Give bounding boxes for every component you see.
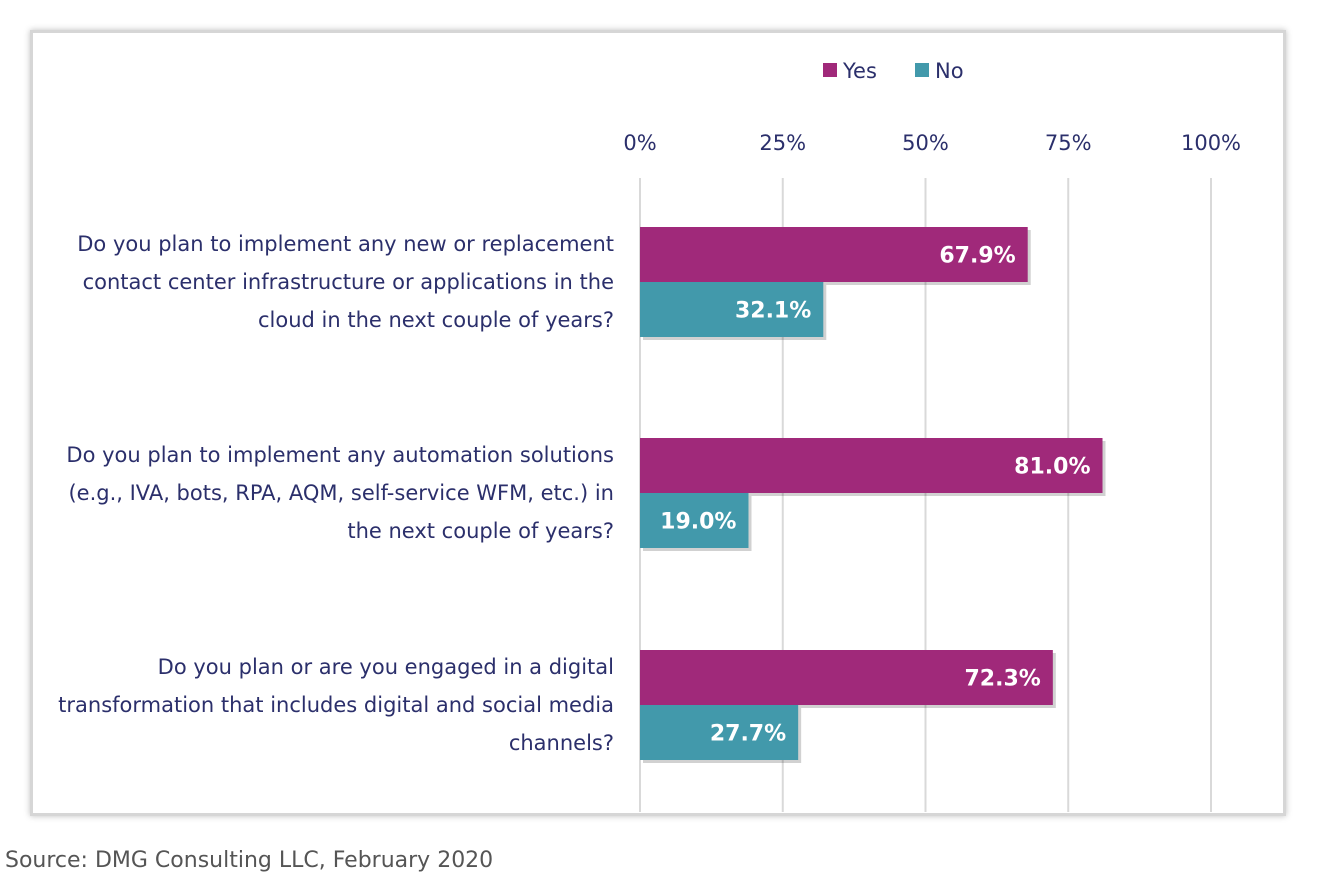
source-note: Source: DMG Consulting LLC, February 202… <box>5 848 494 873</box>
category-label: transformation that includes digital and… <box>58 693 614 717</box>
x-axis-ticks: 0% 25% 50% 75% 100% <box>623 131 1241 155</box>
bar-no <box>640 705 799 760</box>
data-label: 19.0% <box>660 510 736 535</box>
tick-label: 50% <box>902 131 949 155</box>
tick-label: 0% <box>623 131 656 155</box>
bars: 67.9% 32.1% 81.0% 19.0% 72.3% 27.7% <box>640 227 1106 763</box>
data-label: 67.9% <box>939 244 1015 269</box>
bar-yes <box>640 227 1028 282</box>
bar-no <box>640 282 824 337</box>
bar-yes <box>640 650 1053 705</box>
legend-swatch <box>915 63 929 77</box>
data-label: 32.1% <box>735 299 811 324</box>
tick-label: 75% <box>1045 131 1092 155</box>
category-label: (e.g., IVA, bots, RPA, AQM, self-service… <box>68 481 614 505</box>
category-label: contact center infrastructure or applica… <box>83 270 614 294</box>
category-label: cloud in the next couple of years? <box>258 308 614 332</box>
category-label: Do you plan or are you engaged in a digi… <box>158 655 614 679</box>
tick-label: 100% <box>1181 131 1241 155</box>
data-label: 27.7% <box>710 722 786 747</box>
category-label: the next couple of years? <box>347 519 614 543</box>
category-labels: Do you plan to implement any new or repl… <box>58 232 614 755</box>
category-label: Do you plan to implement any new or repl… <box>77 232 614 256</box>
category-label: channels? <box>509 731 614 755</box>
data-label: 81.0% <box>1014 455 1090 480</box>
bar-no <box>640 493 749 548</box>
legend-label: No <box>935 59 964 83</box>
tick-label: 25% <box>759 131 806 155</box>
legend: Yes No <box>823 59 964 83</box>
legend-label: Yes <box>842 59 877 83</box>
bar-yes <box>640 438 1103 493</box>
data-label: 72.3% <box>965 667 1041 692</box>
category-label: Do you plan to implement any automation … <box>66 443 614 467</box>
legend-swatch <box>823 63 837 77</box>
